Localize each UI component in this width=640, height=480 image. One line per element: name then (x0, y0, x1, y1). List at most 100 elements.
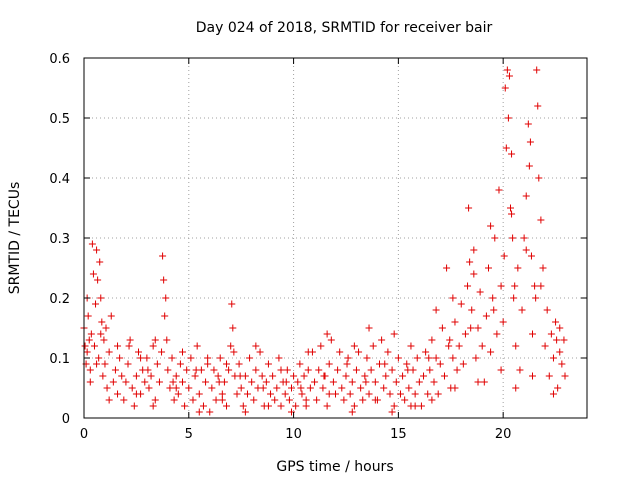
data-point (206, 408, 214, 416)
data-point (208, 384, 216, 392)
data-point (125, 342, 133, 350)
data-point (501, 84, 509, 92)
data-point (359, 396, 367, 404)
data-point (239, 402, 247, 410)
data-point (561, 372, 569, 380)
data-point (529, 330, 537, 338)
data-point (114, 342, 122, 350)
data-point (541, 342, 549, 350)
data-point (499, 318, 507, 326)
data-point (350, 402, 358, 410)
data-point (212, 396, 220, 404)
data-point (545, 372, 553, 380)
data-point (470, 246, 478, 254)
data-point (296, 360, 304, 368)
data-point (466, 258, 474, 266)
data-point (480, 378, 488, 386)
x-tick-label: 5 (185, 427, 193, 442)
data-point (346, 390, 354, 398)
data-point (426, 366, 434, 374)
data-point (89, 270, 97, 278)
data-point (162, 294, 170, 302)
data-point (94, 276, 102, 284)
data-point (137, 354, 145, 362)
data-point (319, 384, 327, 392)
data-point (422, 348, 430, 356)
data-point (105, 348, 113, 356)
y-tick-label: 0.2 (49, 292, 70, 307)
data-point (457, 300, 465, 308)
data-point (365, 390, 373, 398)
data-point (163, 336, 171, 344)
data-point (388, 366, 396, 374)
data-point (396, 390, 404, 398)
data-point (90, 342, 98, 350)
data-point (362, 378, 370, 386)
data-point (511, 282, 519, 290)
data-point (522, 246, 530, 254)
data-point (218, 396, 226, 404)
data-point (525, 162, 533, 170)
data-point (275, 354, 283, 362)
data-point (145, 384, 153, 392)
data-point (228, 300, 236, 308)
data-point (262, 378, 270, 386)
data-point (336, 348, 344, 356)
x-axis-label: GPS time / hours (276, 459, 393, 475)
data-point (390, 330, 398, 338)
data-point (502, 144, 510, 152)
data-point (169, 378, 177, 386)
data-point (491, 234, 499, 242)
data-point (174, 390, 182, 398)
data-point (411, 402, 419, 410)
data-point (161, 312, 169, 320)
data-point (155, 378, 163, 386)
data-point (282, 378, 290, 386)
data-point (252, 342, 260, 350)
data-point (478, 342, 486, 350)
data-points (80, 66, 569, 416)
data-point (436, 360, 444, 368)
data-point (264, 402, 272, 410)
data-point (440, 372, 448, 380)
data-point (524, 120, 532, 128)
data-point (382, 372, 390, 380)
data-point (302, 396, 310, 404)
data-point (306, 384, 314, 392)
data-point (215, 378, 223, 386)
y-tick-label: 0.1 (49, 352, 70, 367)
data-point (516, 366, 524, 374)
data-point (271, 396, 279, 404)
data-point (512, 342, 520, 350)
data-point (493, 330, 501, 338)
data-point (92, 300, 100, 308)
data-point (388, 408, 396, 416)
data-point (98, 318, 106, 326)
data-point (527, 252, 535, 260)
data-point (311, 378, 319, 386)
x-tick-label: 10 (285, 427, 302, 442)
data-point (151, 396, 159, 404)
data-point (100, 336, 108, 344)
data-point (503, 66, 511, 74)
data-point (430, 378, 438, 386)
y-tick-label: 0.4 (49, 172, 70, 187)
data-point (522, 192, 530, 200)
data-point (482, 312, 490, 320)
data-point (116, 354, 124, 362)
data-point (401, 396, 409, 404)
data-point (340, 396, 348, 404)
data-point (290, 372, 298, 380)
data-point (149, 402, 157, 410)
data-point (428, 396, 436, 404)
data-point (344, 354, 352, 362)
data-point (189, 396, 197, 404)
data-point (230, 348, 238, 356)
data-point (241, 408, 249, 416)
data-point (514, 264, 522, 272)
data-point (124, 360, 132, 368)
data-point (269, 372, 277, 380)
data-point (283, 366, 291, 374)
data-point (425, 354, 433, 362)
data-point (250, 396, 258, 404)
